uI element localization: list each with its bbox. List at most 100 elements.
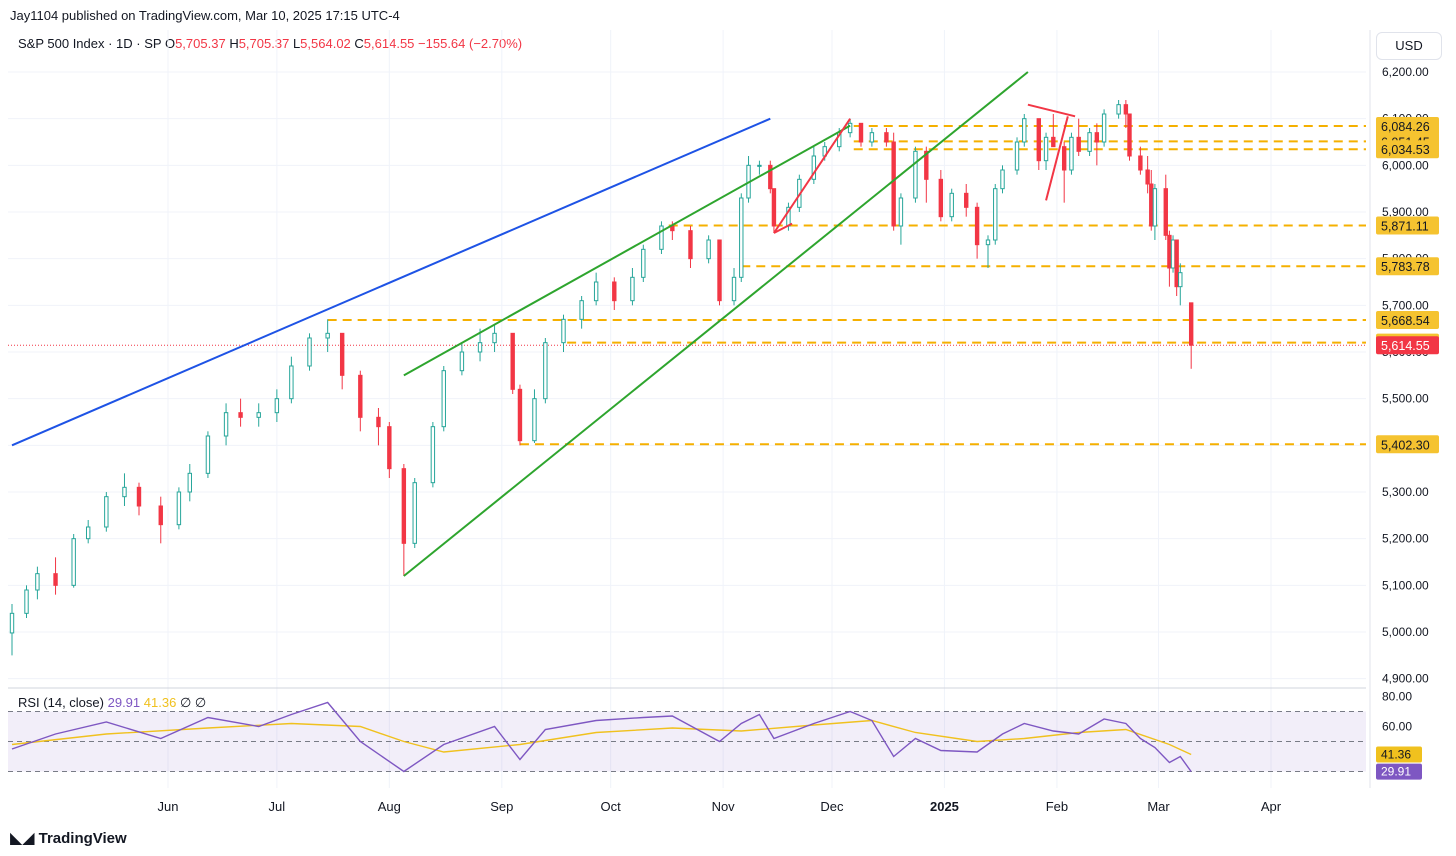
candle-body	[641, 248, 646, 278]
candle-body	[430, 426, 436, 484]
change-value: −155.64 (−2.70%)	[418, 36, 523, 51]
currency-button[interactable]: USD	[1376, 32, 1442, 60]
price-tick-label: 5,500.00	[1382, 392, 1429, 406]
candle-body	[24, 589, 29, 614]
candle-body	[1152, 188, 1158, 227]
candle-body	[307, 337, 312, 367]
candle-body	[964, 192, 969, 208]
candle-body	[757, 164, 762, 167]
candle-body	[543, 342, 548, 400]
tradingview-wordmark: TradingView	[38, 829, 127, 847]
publisher-line: Jay1104 published on TradingView.com, Ma…	[10, 8, 400, 23]
candle-body	[731, 276, 737, 302]
candle-body	[974, 206, 980, 246]
price-tick-label: 5,100.00	[1382, 578, 1429, 592]
time-tick-label: Nov	[712, 799, 736, 814]
symbol-legend: S&P 500 Index · 1D · SP O5,705.37 H5,705…	[18, 36, 522, 51]
price-tick-label: 5,000.00	[1382, 625, 1429, 639]
trendline-green	[403, 71, 1029, 577]
candle-body	[1014, 141, 1020, 171]
candle-body	[325, 332, 330, 339]
horizontal-levels	[8, 125, 1366, 446]
candle-body	[176, 491, 182, 526]
candle-body	[1145, 169, 1150, 185]
time-tick-label: Aug	[378, 799, 401, 814]
level-tag-bg	[1376, 435, 1439, 454]
rsi-label[interactable]: RSI (14, close)	[18, 695, 104, 710]
low-label: L	[292, 36, 301, 51]
level-tag-bg	[1376, 311, 1439, 330]
candle-body	[739, 197, 744, 278]
rsi-tag: 29.91	[1381, 765, 1411, 779]
price-tick-label: 6,200.00	[1382, 65, 1429, 79]
candle-body	[938, 178, 944, 218]
rsi-ma-tag-bg	[1376, 746, 1422, 763]
candle-body	[339, 332, 345, 376]
candle-body	[9, 612, 15, 634]
candle-body	[205, 435, 211, 474]
trendline-red	[773, 222, 793, 234]
low-value: 5,564.02	[300, 36, 351, 51]
time-axis[interactable]: Jun Jul Aug Sep Oct Nov Dec 2025 Feb Mar Apr	[158, 799, 1282, 814]
candle-body	[1043, 136, 1049, 162]
candle-body	[1178, 272, 1183, 288]
rsi-ma-value: 41.36	[143, 695, 177, 710]
trendlines	[11, 71, 1076, 577]
price-tick-label: 4,900.00	[1382, 672, 1429, 686]
candle-body	[35, 573, 40, 591]
candle-body	[289, 365, 294, 400]
level-tag-bg	[1376, 257, 1439, 276]
candle-body	[256, 412, 261, 418]
candle-body	[441, 370, 446, 428]
trendline-blue	[11, 117, 771, 447]
candle-body	[510, 332, 515, 390]
candle-body	[376, 416, 381, 428]
candle-body	[1022, 118, 1027, 143]
candle-body	[993, 188, 998, 241]
candle-body	[858, 122, 864, 143]
candle-body	[1076, 136, 1081, 152]
candle-body	[771, 188, 777, 227]
rsi-line	[11, 701, 1192, 773]
candle-body	[459, 351, 465, 372]
candle-body	[122, 486, 127, 498]
candle-body	[477, 342, 483, 353]
time-tick-label: Sep	[490, 799, 513, 814]
close-label: C	[354, 36, 364, 51]
trendline-red	[1027, 103, 1076, 118]
symbol-info[interactable]: S&P 500 Index · 1D · SP	[18, 36, 162, 51]
time-tick-label: Oct	[601, 799, 622, 814]
candle-body	[387, 426, 392, 470]
candle-body	[1094, 132, 1100, 143]
candle-body	[412, 482, 417, 544]
candle-body	[898, 197, 904, 227]
level-tag-bg	[1376, 117, 1439, 136]
candle-body	[1149, 183, 1154, 227]
candle-body	[136, 486, 142, 507]
rsi-legend: RSI (14, close) 29.91 41.36 ∅ ∅	[18, 695, 206, 711]
level-tag: 5,871.11	[1381, 219, 1429, 233]
candle-body	[847, 122, 853, 134]
footer-logo[interactable]: ◣◢ TradingView	[10, 828, 127, 848]
level-tag: 5,783.78	[1381, 260, 1430, 274]
price-tick-label: 5,200.00	[1382, 532, 1429, 546]
level-tag: 6,034.53	[1381, 143, 1430, 157]
candle-body	[579, 300, 584, 320]
candle-body	[358, 374, 363, 418]
rsi-ma-tag: 41.36	[1381, 747, 1411, 761]
candle-body	[492, 332, 497, 344]
candle-body	[1170, 239, 1176, 269]
time-tick-label: Dec	[820, 799, 844, 814]
candle-body	[949, 192, 954, 218]
candle-body	[717, 239, 722, 302]
last-price-tag: 5,614.55	[1381, 339, 1430, 353]
level-tag: 6,084.26	[1381, 120, 1430, 134]
candle-body	[532, 398, 537, 442]
time-tick-label: Apr	[1261, 799, 1282, 814]
candle-body	[1167, 234, 1172, 269]
rsi-extra-2: ∅	[194, 695, 207, 710]
candle-body	[659, 225, 664, 250]
trendline-green	[403, 124, 851, 377]
